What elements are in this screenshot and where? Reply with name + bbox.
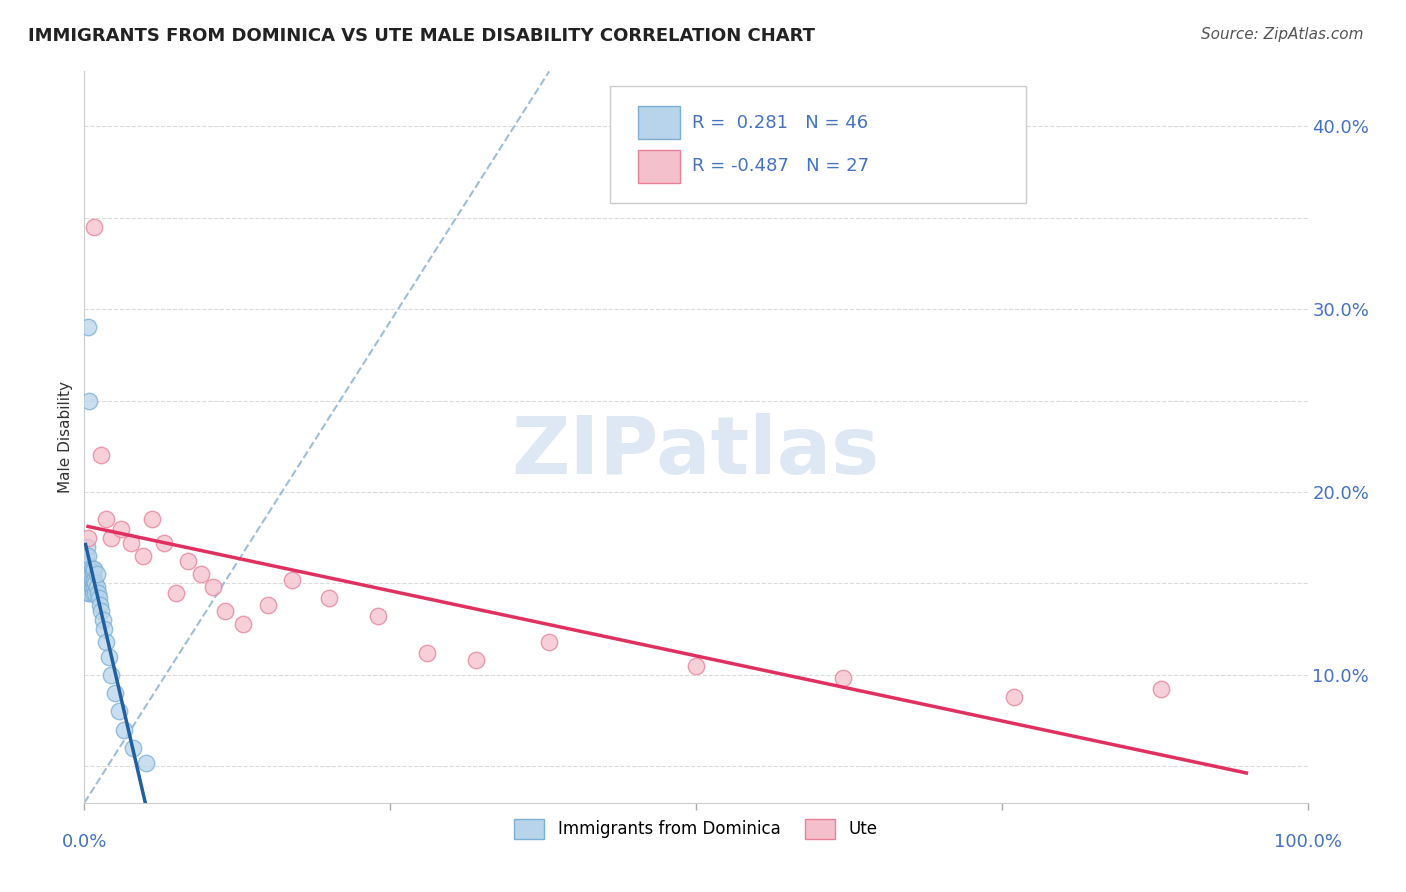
Point — [82, 585, 104, 599]
Point — [90, 448, 112, 462]
Legend: Immigrants from Dominica, Ute: Immigrants from Dominica, Ute — [508, 812, 884, 846]
Point — [91, 613, 114, 627]
Point — [153, 536, 176, 550]
Point — [77, 576, 100, 591]
Point — [318, 591, 340, 605]
Point — [75, 567, 97, 582]
Point — [76, 567, 98, 582]
Point — [83, 573, 105, 587]
Text: R = -0.487   N = 27: R = -0.487 N = 27 — [692, 158, 869, 176]
Point — [201, 580, 224, 594]
Point — [83, 580, 105, 594]
Point — [77, 580, 100, 594]
Point — [83, 219, 105, 234]
FancyBboxPatch shape — [638, 106, 681, 138]
Point — [79, 585, 101, 599]
Point — [79, 567, 101, 582]
Point — [84, 576, 107, 591]
Point — [77, 531, 100, 545]
Point — [90, 604, 112, 618]
Point — [96, 635, 118, 649]
Point — [104, 686, 127, 700]
Point — [80, 573, 103, 587]
Point — [1150, 682, 1173, 697]
Point — [87, 591, 110, 605]
Point — [82, 566, 104, 580]
Y-axis label: Male Disability: Male Disability — [58, 381, 73, 493]
Point — [75, 549, 97, 563]
Point — [76, 576, 98, 591]
Point — [77, 573, 100, 587]
Point — [89, 599, 111, 613]
Point — [257, 599, 280, 613]
Point — [1002, 690, 1025, 704]
Point — [83, 562, 105, 576]
Point — [80, 562, 103, 576]
Point — [77, 549, 100, 563]
Point — [281, 573, 304, 587]
Text: IMMIGRANTS FROM DOMINICA VS UTE MALE DISABILITY CORRELATION CHART: IMMIGRANTS FROM DOMINICA VS UTE MALE DIS… — [28, 27, 815, 45]
Point — [685, 658, 707, 673]
Point — [135, 756, 157, 770]
Point — [177, 554, 200, 568]
Point — [538, 635, 561, 649]
Point — [77, 585, 100, 599]
Text: Source: ZipAtlas.com: Source: ZipAtlas.com — [1201, 27, 1364, 42]
Text: ZIPatlas: ZIPatlas — [512, 413, 880, 491]
Point — [77, 393, 100, 408]
Point — [75, 558, 97, 573]
Point — [464, 653, 486, 667]
Text: 0.0%: 0.0% — [62, 833, 107, 851]
Point — [831, 672, 853, 686]
Point — [86, 567, 108, 582]
Point — [80, 580, 103, 594]
Point — [122, 740, 145, 755]
Point — [132, 549, 155, 563]
FancyBboxPatch shape — [610, 86, 1026, 203]
FancyBboxPatch shape — [638, 151, 681, 183]
Point — [100, 531, 122, 545]
Point — [96, 512, 118, 526]
Point — [107, 705, 129, 719]
Point — [110, 521, 132, 535]
Point — [165, 585, 187, 599]
Point — [416, 646, 439, 660]
Point — [84, 585, 107, 599]
Point — [77, 567, 100, 582]
Point — [87, 585, 110, 599]
Point — [77, 562, 100, 576]
Point — [367, 609, 389, 624]
Point — [120, 536, 142, 550]
Point — [79, 576, 101, 591]
Point — [86, 580, 108, 594]
Point — [77, 320, 100, 334]
Point — [97, 649, 120, 664]
Text: 100.0%: 100.0% — [1274, 833, 1341, 851]
Point — [214, 604, 236, 618]
Point — [76, 540, 98, 554]
Point — [100, 667, 122, 681]
Point — [82, 576, 104, 591]
Point — [76, 558, 98, 573]
Point — [232, 616, 254, 631]
Point — [190, 567, 212, 582]
Point — [93, 622, 115, 636]
Point — [112, 723, 135, 737]
Text: R =  0.281   N = 46: R = 0.281 N = 46 — [692, 113, 869, 131]
Point — [141, 512, 163, 526]
